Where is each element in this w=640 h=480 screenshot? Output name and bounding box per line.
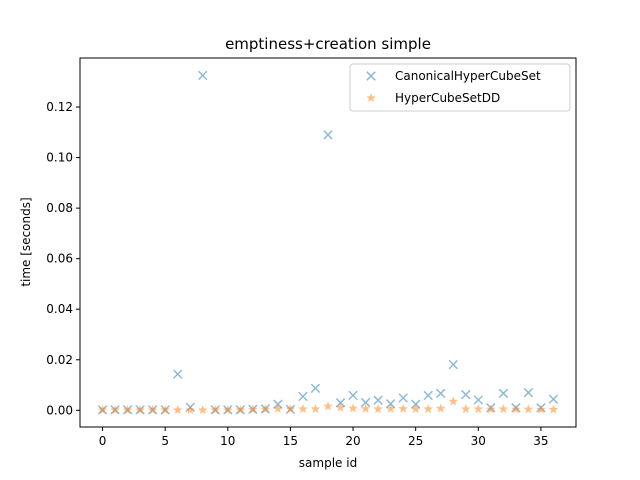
canonical-point <box>548 394 559 404</box>
canonical-point <box>298 391 308 402</box>
legend-marker-dd <box>366 93 376 103</box>
legend-star-marker <box>366 93 376 103</box>
dd-point <box>273 403 283 413</box>
dd-point <box>323 401 333 411</box>
canonical-point <box>498 388 509 399</box>
legend-x-marker <box>366 71 376 81</box>
dd-point <box>398 403 408 413</box>
y-tick-label: 0.06 <box>46 252 73 266</box>
dd-point <box>448 396 459 406</box>
y-tick-label: 0.08 <box>46 201 73 215</box>
dd-point <box>498 404 509 414</box>
dd-point <box>197 405 208 415</box>
dd-point <box>548 404 559 414</box>
canonical-point <box>523 387 534 398</box>
x-tick-label: 0 <box>99 434 107 448</box>
data-markers <box>97 70 559 415</box>
y-tick-label: 0.12 <box>46 100 73 114</box>
dd-point <box>310 404 321 414</box>
dd-point <box>147 405 158 415</box>
dd-point <box>536 404 546 414</box>
dd-point <box>486 404 496 414</box>
x-tick-label: 30 <box>471 434 486 448</box>
chart-title: emptiness+creation simple <box>225 35 431 53</box>
dd-point <box>461 404 471 414</box>
x-tick-label: 25 <box>408 434 423 448</box>
x-tick-label: 10 <box>220 434 235 448</box>
y-axis-ticks: 0.00 0.02 0.04 0.06 0.08 0.10 0.12 <box>46 100 80 417</box>
canonical-point <box>423 390 433 401</box>
canonical-point <box>435 388 446 399</box>
dd-point <box>511 404 521 414</box>
plot-area <box>79 57 577 428</box>
x-axis-ticks: 0 5 10 15 20 25 30 35 <box>99 427 549 448</box>
canonical-point <box>360 397 371 408</box>
x-tick-label: 15 <box>283 434 298 448</box>
dd-point <box>435 403 446 413</box>
canonical-point <box>373 395 383 405</box>
canonical-point <box>172 369 183 379</box>
y-tick-label: 0.02 <box>46 353 73 367</box>
canonical-point <box>448 359 458 370</box>
canonical-point <box>323 130 333 140</box>
dd-point <box>248 404 258 414</box>
dd-point <box>473 404 484 414</box>
canonical-point <box>398 393 408 403</box>
dd-point <box>210 405 221 415</box>
y-tick-label: 0.00 <box>46 403 73 417</box>
dd-point <box>373 404 383 414</box>
dd-point <box>110 405 120 415</box>
canonical-point <box>348 390 358 401</box>
canonical-point <box>310 383 321 394</box>
dd-point <box>223 405 233 415</box>
dd-point <box>335 402 346 412</box>
dd-point <box>172 405 183 415</box>
legend-label-dd: HyperCubeSetDD <box>395 91 500 105</box>
x-tick-label: 35 <box>533 434 548 448</box>
dd-point <box>97 405 108 415</box>
dd-point <box>260 404 271 414</box>
dd-point <box>185 405 195 415</box>
x-tick-label: 5 <box>161 434 169 448</box>
dd-point <box>160 405 170 415</box>
dd-point <box>385 403 396 413</box>
legend: CanonicalHyperCubeSet HyperCubeSetDD <box>349 63 571 112</box>
y-tick-label: 0.04 <box>46 302 73 316</box>
x-axis-label: sample id <box>299 456 357 470</box>
x-tick-label: 20 <box>345 434 360 448</box>
dd-point <box>122 405 133 415</box>
dd-point <box>298 404 308 414</box>
axes-frame <box>79 57 577 428</box>
dd-point <box>410 404 421 414</box>
y-tick-label: 0.10 <box>46 151 73 165</box>
dd-point <box>235 405 246 415</box>
y-axis-label: time [seconds] <box>19 197 33 286</box>
legend-label-canonical: CanonicalHyperCubeSet <box>395 69 541 83</box>
dd-point <box>360 403 371 413</box>
canonical-point <box>473 395 484 405</box>
dd-point <box>348 403 358 413</box>
legend-box <box>349 63 571 112</box>
dd-point <box>423 404 433 414</box>
dd-point <box>523 404 534 414</box>
dd-point <box>135 405 145 415</box>
canonical-point <box>385 399 396 409</box>
legend-marker-canonical <box>366 71 376 81</box>
dd-point <box>285 404 296 414</box>
canonical-point <box>198 70 208 81</box>
canonical-point <box>461 389 471 400</box>
